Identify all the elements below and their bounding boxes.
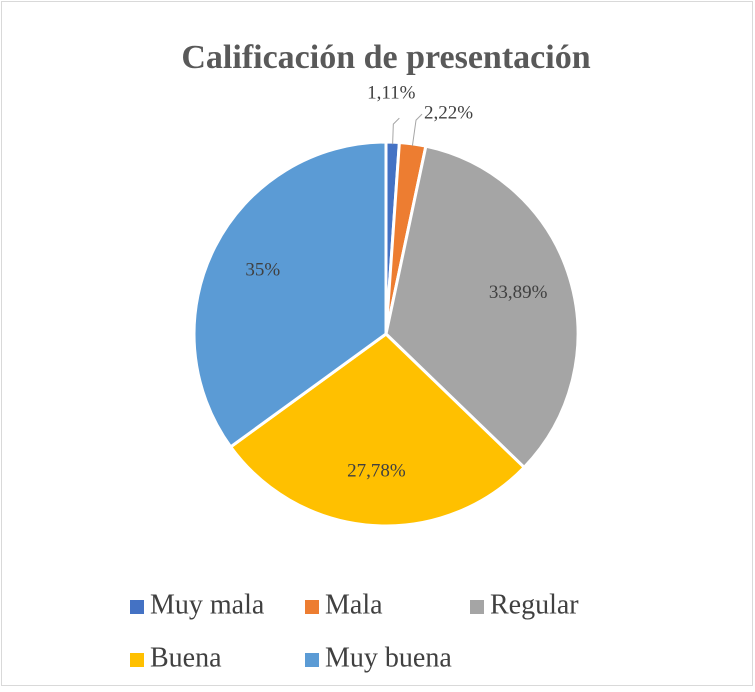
pie-slice (384, 144, 580, 470)
legend-swatch (305, 600, 319, 614)
data-label: 2,22% (424, 102, 473, 123)
legend-label: Buena (150, 642, 222, 673)
leader-line (392, 117, 400, 145)
legend-label: Regular (490, 589, 579, 620)
data-label: 35% (245, 260, 280, 281)
data-label: 33,89% (489, 282, 548, 303)
legend-label: Muy buena (325, 642, 452, 673)
pie-slice (192, 140, 388, 449)
legend-label: Muy mala (150, 589, 265, 620)
data-label: 1,11% (367, 82, 416, 103)
legend-swatch (305, 653, 319, 667)
legend-label: Mala (325, 589, 383, 620)
chart-title: Calificación de presentación (181, 39, 590, 76)
legend-swatch (130, 653, 144, 667)
legend-swatch (470, 600, 484, 614)
leader-line (411, 113, 423, 146)
legend-swatch (130, 600, 144, 614)
data-label: 27,78% (347, 460, 406, 481)
pie-slice (228, 332, 527, 528)
